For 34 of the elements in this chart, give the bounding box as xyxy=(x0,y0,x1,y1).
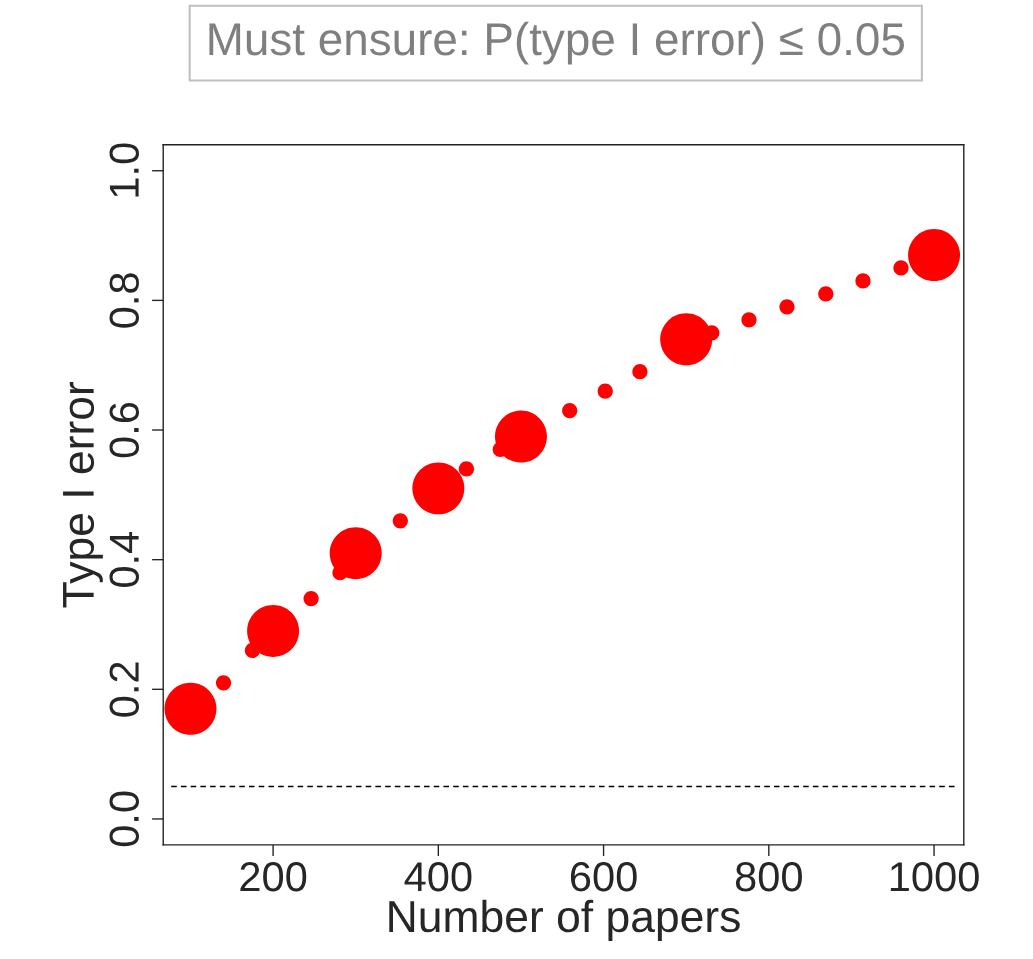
point xyxy=(303,590,319,607)
point xyxy=(597,383,613,399)
x-tick-label: 800 xyxy=(735,861,802,892)
y-tick-label: 0.6 xyxy=(109,402,140,458)
point xyxy=(244,642,261,659)
y-axis-title: Type I error xyxy=(63,381,103,608)
point xyxy=(818,286,834,302)
y-tick-label: 0.2 xyxy=(109,662,140,717)
y-tick-label: 0.0 xyxy=(109,791,140,847)
x-tick-label: 400 xyxy=(404,861,472,892)
x-tick-label: 600 xyxy=(570,861,637,892)
point xyxy=(215,675,232,691)
point xyxy=(392,513,408,529)
point xyxy=(741,312,757,328)
point xyxy=(908,229,961,281)
point xyxy=(660,313,713,366)
point xyxy=(458,461,475,477)
point xyxy=(562,402,578,419)
y-tick-label: 0.8 xyxy=(109,273,140,328)
x-tick-label: 1000 xyxy=(890,861,979,892)
y-tick-label: 0.4 xyxy=(109,531,140,587)
y-tick-label: 1.0 xyxy=(109,143,140,197)
point xyxy=(247,604,300,657)
x-tick-label: 200 xyxy=(240,861,307,892)
point xyxy=(632,364,648,380)
point xyxy=(779,299,795,315)
point xyxy=(855,273,871,289)
point xyxy=(164,682,217,735)
x-axis-title: Number of papers xyxy=(389,899,740,942)
point xyxy=(329,527,382,580)
point xyxy=(893,260,909,276)
point xyxy=(494,410,547,463)
chart-title: Must ensure: P(type I error) ≤ 0.05 xyxy=(209,21,904,65)
point xyxy=(412,462,465,515)
